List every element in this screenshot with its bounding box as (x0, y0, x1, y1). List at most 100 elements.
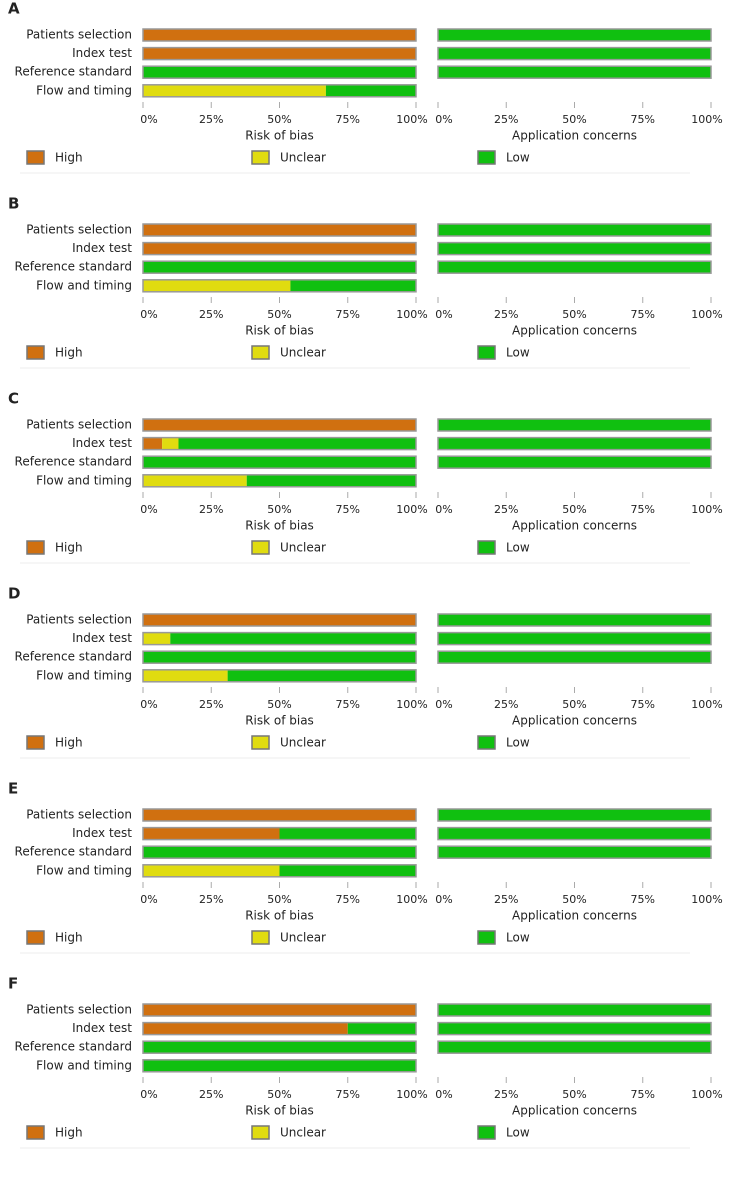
legend-label: High (55, 346, 83, 360)
x-tick-label: 0% (140, 698, 157, 711)
bar-outline (437, 223, 712, 237)
bar-outline (437, 260, 712, 274)
bar-outline (142, 1059, 417, 1073)
bar-segment (170, 632, 416, 645)
bar-segment (438, 1022, 711, 1035)
legend-swatch (26, 930, 45, 945)
x-axis-label: Application concerns (512, 1104, 637, 1118)
bar-outline (142, 613, 417, 627)
bar-outline (142, 418, 417, 432)
category-label: Patients selection (26, 1003, 132, 1017)
bar-segment (143, 224, 416, 236)
legend-label: High (55, 931, 83, 945)
legend-label: Low (506, 931, 530, 945)
legend-swatch (251, 1125, 270, 1140)
category-label: Flow and timing (36, 473, 132, 487)
panel-label: D (8, 585, 20, 603)
x-tick-label: 50% (562, 1088, 586, 1101)
x-tick-label: 75% (631, 698, 655, 711)
bar-segment (347, 1022, 416, 1035)
x-tick-label: 0% (435, 893, 452, 906)
x-tick-label: 25% (494, 893, 518, 906)
x-tick-label: 25% (199, 113, 223, 126)
x-tick-label: 100% (691, 698, 722, 711)
x-axis-label: Risk of bias (245, 1104, 314, 1118)
category-label: Index test (72, 241, 132, 255)
category-label: Reference standard (15, 1040, 132, 1054)
bar-segment (438, 261, 711, 274)
x-axis-label: Application concerns (512, 129, 637, 143)
legend-swatch (251, 540, 270, 555)
bar-segment (438, 827, 711, 840)
legend-swatch (477, 345, 496, 360)
bar-outline (437, 455, 712, 469)
panel-label: B (8, 195, 19, 213)
x-axis-label: Application concerns (512, 519, 637, 533)
bar-outline (142, 864, 417, 878)
panel-label: A (8, 0, 20, 18)
bar-segment (143, 1041, 416, 1054)
legend-swatch (251, 150, 270, 165)
legend-swatch (477, 930, 496, 945)
legend-swatch (251, 345, 270, 360)
x-axis-label: Risk of bias (245, 129, 314, 143)
category-label: Patients selection (26, 613, 132, 627)
x-tick-label: 0% (140, 308, 157, 321)
panel-label: E (8, 780, 18, 798)
bar-segment (290, 279, 416, 292)
bar-outline (142, 650, 417, 664)
x-axis-label: Risk of bias (245, 909, 314, 923)
bar-segment (438, 632, 711, 645)
bar-segment (143, 66, 416, 79)
bar-outline (142, 669, 417, 683)
bar-segment (438, 1004, 711, 1016)
category-label: Index test (72, 46, 132, 60)
category-label: Patients selection (26, 808, 132, 822)
legend-swatch (477, 735, 496, 750)
category-label: Index test (72, 1021, 132, 1035)
x-tick-label: 75% (631, 308, 655, 321)
bar-segment (143, 437, 163, 450)
bar-segment (143, 279, 291, 292)
x-tick-label: 0% (435, 698, 452, 711)
category-label: Reference standard (15, 65, 132, 79)
bar-outline (437, 631, 712, 646)
x-tick-label: 25% (199, 308, 223, 321)
category-label: Flow and timing (36, 278, 132, 292)
legend-label: Unclear (280, 151, 326, 165)
x-tick-label: 25% (199, 1088, 223, 1101)
x-tick-label: 0% (435, 1088, 452, 1101)
x-tick-label: 50% (267, 503, 291, 516)
category-label: Flow and timing (36, 668, 132, 682)
bar-outline (437, 808, 712, 822)
bar-segment (438, 224, 711, 236)
x-tick-label: 25% (199, 893, 223, 906)
bar-outline (142, 241, 417, 256)
bar-outline (142, 1021, 417, 1036)
bar-segment (143, 1059, 416, 1072)
bar-outline (437, 650, 712, 664)
bar-outline (142, 260, 417, 274)
bar-segment (246, 474, 416, 487)
x-tick-label: 50% (562, 698, 586, 711)
legend-label: Unclear (280, 736, 326, 750)
x-tick-label: 100% (396, 698, 427, 711)
bar-segment (143, 632, 171, 645)
x-tick-label: 100% (691, 1088, 722, 1101)
x-tick-label: 100% (396, 503, 427, 516)
bar-segment (279, 827, 416, 840)
x-tick-label: 25% (494, 113, 518, 126)
bar-outline (142, 1040, 417, 1054)
bar-outline (142, 28, 417, 42)
bar-segment (438, 29, 711, 41)
x-tick-label: 25% (494, 503, 518, 516)
panel-label: F (8, 975, 18, 993)
bar-outline (142, 826, 417, 841)
x-tick-label: 50% (267, 893, 291, 906)
bar-outline (437, 845, 712, 859)
bar-segment (438, 614, 711, 626)
category-label: Index test (72, 631, 132, 645)
category-label: Reference standard (15, 455, 132, 469)
panel-label: C (8, 390, 19, 408)
